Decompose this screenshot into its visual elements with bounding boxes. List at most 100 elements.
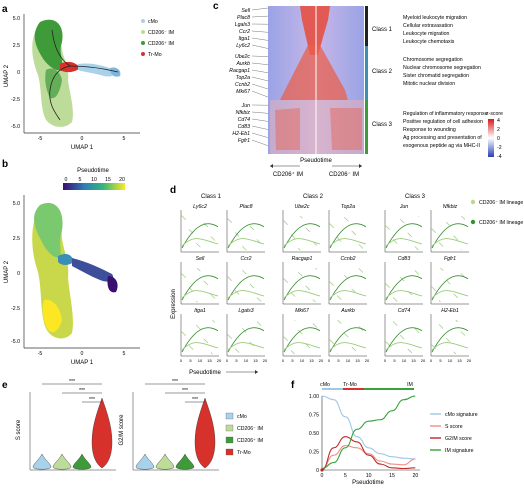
c-term-2-1: Nuclear chromosome segregation <box>403 65 481 71</box>
panel-b: b Pseudotime 0 5 10 15 20 5.0 2.5 0 -2.5… <box>2 159 140 366</box>
d-plot-ube2c: Ube2c <box>282 204 321 253</box>
f-xlabel: Pseudotime <box>352 480 384 486</box>
d-xtick: 20 <box>421 358 426 363</box>
d-title-sell: Sell <box>196 256 205 262</box>
d-xtick: 20 <box>217 358 222 363</box>
heatmap-gene-h2-eb1: H2-Eb1 <box>232 131 250 137</box>
c-term-3-4: exogenous peptide ag via MHC-II <box>403 143 480 149</box>
panel-d: d Class 1 Class 2 Class 3 Ly6c2 Plac8 Sell… <box>170 185 523 376</box>
panel-e-letter: e <box>2 380 8 391</box>
umap-b-axes: 5.0 2.5 0 -2.5 -5.0 -5 0 5 UMAP 1 UMAP 2 <box>4 195 140 366</box>
d-plot-cd83: Cd83 <box>384 256 423 305</box>
f-legend-label-2: G2/M score <box>445 436 472 442</box>
c-term-3-3: Ag processing and presentation of <box>403 135 482 141</box>
e-legend-label-trmo: Tr-Mo <box>237 450 251 456</box>
d-xtick: 10 <box>244 358 249 363</box>
d-title-lgals3: Lgals3 <box>238 308 253 314</box>
e-violin-1-3 <box>91 397 113 469</box>
e-violin-2-2 <box>175 453 195 470</box>
e-violin-1-2 <box>72 453 92 470</box>
c-term-2-0: Chromosome segregation <box>403 57 463 63</box>
f-top-label-cmo: cMo <box>320 382 330 388</box>
d-title-mki67: Mki67 <box>295 308 310 314</box>
zscore-tick-4: -4 <box>497 154 502 160</box>
d-plot-jun: Jun <box>384 204 423 253</box>
e-sig-2-1: *** <box>182 388 188 394</box>
b-ytick-4: -5.0 <box>11 339 20 345</box>
a-xlabel: UMAP 1 <box>71 145 94 151</box>
b-ytick-1: 2.5 <box>13 236 20 242</box>
b-ytick-0: 5.0 <box>13 201 20 207</box>
c-term-3-1: Positive regulation of cell adhesion <box>403 119 483 125</box>
panel-e: e ****************** S score G2/M score … <box>2 379 263 471</box>
d-xtick: 5 <box>189 358 192 363</box>
a-ytick-0: 5.0 <box>13 16 20 22</box>
e-legend: cMo CD206⁻ IM CD206⁺ IM Tr-Mo <box>225 412 263 456</box>
b-ylabel: UMAP 2 <box>4 260 10 283</box>
d-xtick: 15 <box>253 358 258 363</box>
d-title-jun: Jun <box>399 204 408 210</box>
heatmap-gene-aurkb: Aurkb <box>235 61 250 67</box>
umap-a-axes: 5.0 2.5 0 -2.5 -5.0 -5 0 5 UMAP 1 UMAP 2 <box>4 14 140 151</box>
b-cbar-tick-2: 10 <box>91 177 97 183</box>
f-legend: cMo signature S score G2/M score IM signatu… <box>430 412 478 454</box>
d-plot-sell: Sell <box>180 256 219 305</box>
heatmap-gene-ube2c: Ube2c <box>235 54 250 60</box>
panel-f: f cMo Tr-Mo IM 1.00 0.75 0.50 0.25 00 5 10 15 20… <box>291 380 478 486</box>
legend-a-label-cd206neg: CD206⁻ IM <box>148 30 174 36</box>
d-xtick: 15 <box>457 358 462 363</box>
e-sig-2-0: *** <box>172 379 178 385</box>
b-xtick-1: 0 <box>81 351 84 357</box>
d-xtick: 10 <box>346 358 351 363</box>
e-violin-2-1 <box>155 453 175 470</box>
panel-f-letter: f <box>291 380 295 391</box>
c-right-label: CD206⁻ IM <box>329 172 359 178</box>
f-line-0 <box>321 395 416 460</box>
zscore-tick-2: 0 <box>497 136 500 142</box>
f-start-point <box>320 468 324 472</box>
d-plot-racgap1: Racgap1 <box>282 256 321 305</box>
e-ylabel-1: S score <box>16 419 22 440</box>
b-title: Pseudotime <box>77 168 109 174</box>
panel-b-letter: b <box>2 159 8 170</box>
heatmap-gene-ccnb2: Ccnb2 <box>235 82 250 88</box>
c-terms-2: Chromosome segregation Nuclear chromosom… <box>403 57 481 87</box>
c-xlabel: Pseudotime <box>300 158 332 164</box>
d-plot-ly6c2: Ly6c2 <box>180 204 219 253</box>
d-xlabel: Pseudotime <box>189 370 221 376</box>
b-xlabel: UMAP 1 <box>71 360 94 366</box>
heatmap <box>268 6 368 154</box>
d-plot-plac8: Plac8 <box>226 204 265 253</box>
heatmap-gene-mki67: Mki67 <box>236 89 251 95</box>
d-title-top2a: Top2a <box>341 204 355 210</box>
b-cbar-tick-1: 5 <box>79 177 82 183</box>
d-xtick: 5 <box>235 358 238 363</box>
d-xtick: 0 <box>384 358 387 363</box>
heatmap-gene-jun: Jun <box>241 103 250 109</box>
a-ytick-2: 0 <box>17 70 20 76</box>
e-violin-plot-1: *** *** *** <box>29 379 116 471</box>
f-xtick: 20 <box>412 473 418 479</box>
d-title-ccnb2: Ccnb2 <box>341 256 356 262</box>
heatmap-gene-cd83: Cd83 <box>238 124 251 130</box>
legend-a-swatch-trmo <box>141 52 145 56</box>
f-series-lines <box>320 395 416 472</box>
d-xtick: 0 <box>282 358 285 363</box>
c-terms-1: Myeloid leukocyte migration Cellular ext… <box>403 15 467 45</box>
d-title-h2-eb1: H2-Eb1 <box>441 308 459 314</box>
f-top-label-trmo: Tr-Mo <box>343 382 357 388</box>
f-xtick: 5 <box>344 473 347 479</box>
zscore-label: z-score <box>486 111 503 117</box>
e-legend-label-cd206neg: CD206⁻ IM <box>237 426 263 432</box>
f-line-2 <box>321 436 416 471</box>
d-xtick: 20 <box>365 358 370 363</box>
f-line-1 <box>321 445 416 470</box>
d-title-racgap1: Racgap1 <box>292 256 313 262</box>
heatmap-gene-sell: Sell <box>241 8 250 14</box>
d-class-2: Class 2 <box>303 194 324 200</box>
heatmap-gene-nfkbiz: Nfkbiz <box>236 110 251 116</box>
legend-a-swatch-cd206pos <box>141 41 145 45</box>
d-title-cd83: Cd83 <box>398 256 411 262</box>
d-class-3: Class 3 <box>405 194 426 200</box>
d-legend-label-pos: CD206⁺ IM lineage <box>479 220 523 226</box>
